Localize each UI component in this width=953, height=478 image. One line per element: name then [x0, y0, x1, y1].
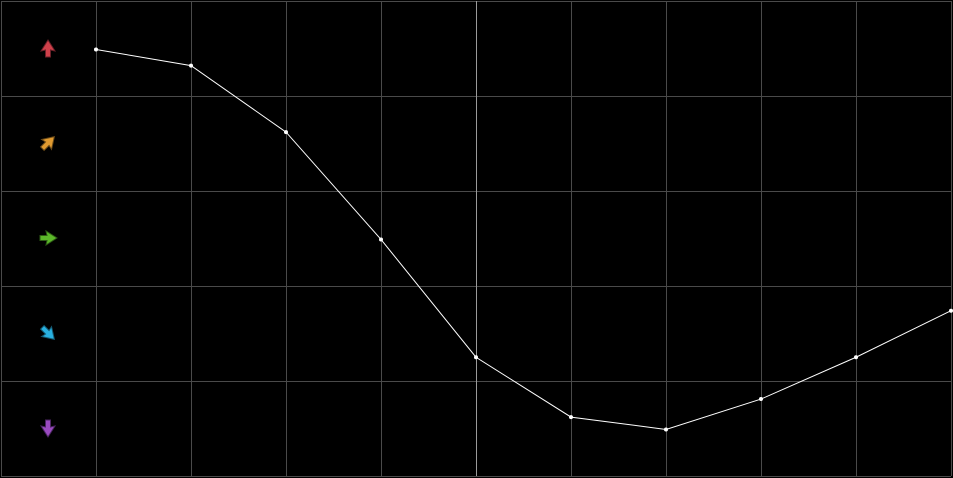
- point: [664, 427, 668, 432]
- arrow-down-right-icon: [39, 324, 56, 341]
- point: [379, 237, 383, 242]
- point: [854, 355, 858, 360]
- arrow-right-icon: [39, 229, 58, 247]
- direction-icons: [39, 39, 58, 438]
- line: [95, 48, 952, 430]
- point: [189, 63, 193, 68]
- arrow-down-icon: [39, 419, 57, 438]
- point: [569, 415, 573, 420]
- point: [474, 355, 478, 360]
- point: [94, 47, 98, 52]
- arrow-up-right-icon: [39, 135, 56, 152]
- plot: [94, 47, 953, 432]
- point: [284, 130, 288, 135]
- arrow-up-icon: [39, 39, 57, 58]
- point: [759, 397, 763, 402]
- point: [949, 308, 953, 313]
